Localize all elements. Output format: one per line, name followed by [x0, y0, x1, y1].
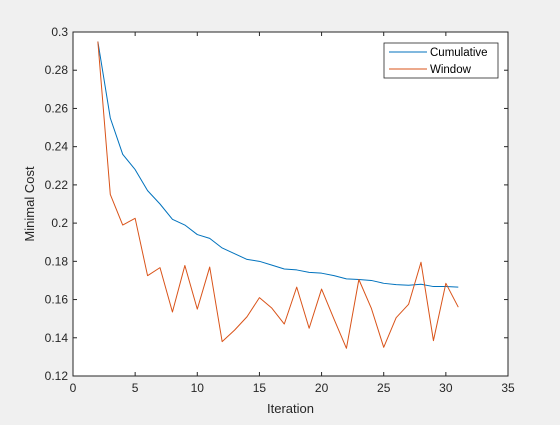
- x-tick-label: 5: [132, 381, 139, 395]
- y-tick-label: 0.18: [45, 254, 69, 268]
- y-tick-label: 0.24: [45, 140, 69, 154]
- legend-box: [383, 42, 499, 79]
- x-axis-label: Iteration: [267, 401, 314, 416]
- y-tick-label: 0.26: [45, 101, 69, 115]
- legend[interactable]: Cumulative Window: [383, 42, 499, 79]
- y-tick-label: 0.12: [45, 369, 69, 383]
- x-tick-label: 15: [253, 381, 267, 395]
- y-tick-label: 0.2: [51, 216, 68, 230]
- x-tick-label: 0: [70, 381, 77, 395]
- y-tick-label: 0.16: [45, 293, 69, 307]
- x-tick-label: 30: [439, 381, 453, 395]
- series-layer: [97, 41, 459, 349]
- x-tick-label: 10: [191, 381, 205, 395]
- x-tick-label: 25: [377, 381, 391, 395]
- y-axis-label: Minimal Cost: [22, 166, 37, 242]
- x-tick-label: 20: [315, 381, 329, 395]
- legend-label-window: Window: [430, 64, 472, 76]
- y-tick-label: 0.22: [45, 178, 69, 192]
- plot-frame: [72, 31, 509, 377]
- x-tick-label: 35: [501, 381, 515, 395]
- y-tick-label: 0.3: [51, 25, 68, 39]
- plot-area: [73, 32, 508, 376]
- series-line-window: [97, 41, 459, 349]
- y-tick-label: 0.14: [45, 331, 69, 345]
- legend-label-cumulative: Cumulative: [430, 47, 488, 59]
- y-tick-label: 0.28: [45, 63, 69, 77]
- series-line-cumulative: [97, 41, 459, 288]
- tick-layer: 0 5 10 15 20 25 30 35 0.12 0.14 0.16 0.18 0.2 0.22 0.2…: [45, 25, 515, 395]
